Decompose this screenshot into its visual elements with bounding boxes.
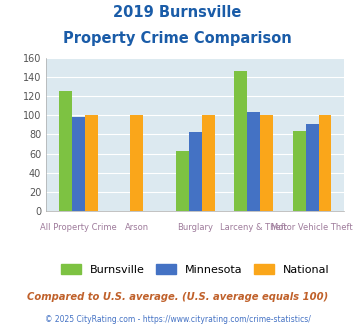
Text: Motor Vehicle Theft: Motor Vehicle Theft — [271, 223, 353, 232]
Bar — [319, 115, 332, 211]
Bar — [234, 71, 247, 211]
Text: Larceny & Theft: Larceny & Theft — [220, 223, 287, 232]
Bar — [59, 91, 72, 211]
Bar — [72, 117, 85, 211]
Bar — [85, 115, 98, 211]
Text: Arson: Arson — [125, 223, 149, 232]
Bar — [260, 115, 273, 211]
Bar — [202, 115, 214, 211]
Bar — [189, 132, 202, 211]
Bar — [176, 151, 189, 211]
Text: Compared to U.S. average. (U.S. average equals 100): Compared to U.S. average. (U.S. average … — [27, 292, 328, 302]
Bar — [306, 124, 319, 211]
Text: Property Crime Comparison: Property Crime Comparison — [63, 31, 292, 46]
Text: © 2025 CityRating.com - https://www.cityrating.com/crime-statistics/: © 2025 CityRating.com - https://www.city… — [45, 315, 310, 324]
Bar — [130, 115, 143, 211]
Text: All Property Crime: All Property Crime — [40, 223, 117, 232]
Text: Burglary: Burglary — [177, 223, 213, 232]
Bar — [247, 113, 260, 211]
Bar — [293, 131, 306, 211]
Legend: Burnsville, Minnesota, National: Burnsville, Minnesota, National — [57, 259, 334, 279]
Text: 2019 Burnsville: 2019 Burnsville — [113, 5, 242, 20]
